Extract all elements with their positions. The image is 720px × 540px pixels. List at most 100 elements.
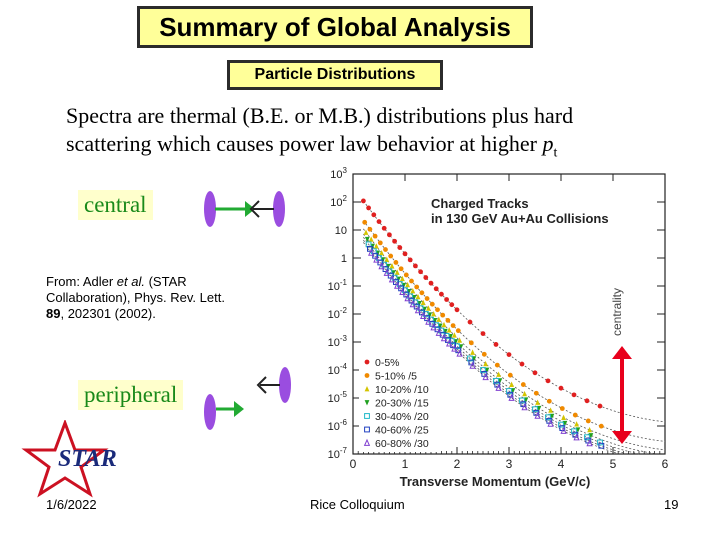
data-point: [571, 428, 577, 435]
description: Spectra are thermal (B.E. or M.B.) distr…: [66, 102, 686, 167]
data-point: [429, 301, 435, 307]
data-point: [446, 339, 453, 347]
data-point: [399, 287, 406, 296]
data-point: [413, 263, 418, 269]
fit-curve-1: [363, 220, 666, 442]
y-tick-label: 10: [335, 225, 347, 237]
data-point: [534, 411, 541, 419]
data-point: [532, 406, 538, 413]
data-point: [367, 226, 373, 232]
x-tick-label: 2: [454, 457, 461, 471]
data-point: [415, 293, 421, 300]
data-point: [522, 390, 527, 397]
ref-etal: et al.: [116, 274, 145, 289]
data-point: [533, 390, 539, 396]
data-point: [383, 268, 390, 276]
data-point: [572, 412, 578, 418]
data-point: [451, 344, 458, 352]
description-line-1: Spectra are thermal (B.E. or M.B.) distr…: [66, 103, 574, 128]
slide-subtitle: Particle Distributions: [227, 60, 443, 90]
centrality-arrow-up-head: [612, 346, 632, 359]
chart-xlabel: Transverse Momentum (GeV/c): [400, 474, 591, 489]
data-point: [400, 275, 405, 282]
data-point: [493, 377, 499, 384]
data-point: [398, 266, 404, 272]
data-point: [449, 302, 455, 308]
data-point: [495, 383, 502, 391]
data-point: [506, 388, 512, 394]
ref-star: (STAR: [144, 274, 187, 289]
data-point: [409, 300, 416, 308]
data-point: [445, 318, 451, 323]
data-point: [372, 233, 378, 239]
data-point: [405, 281, 410, 288]
data-point: [559, 406, 565, 411]
black-arrowhead-icon: [256, 376, 267, 394]
data-point: [587, 426, 592, 433]
data-point: [467, 355, 473, 362]
x-tick-label: 0: [350, 457, 357, 471]
data-point: [430, 323, 437, 331]
y-tick-label: 1: [341, 253, 347, 265]
data-point: [494, 362, 500, 368]
chart-ticks: 0 1 2 3 4 5 610-710-610-510-410-310-210-111010…: [328, 166, 669, 471]
data-point: [521, 403, 528, 411]
data-point: [393, 260, 399, 265]
reference-line-2: Collaboration), Phys. Rev. Lett.: [46, 290, 225, 305]
chart-title: Charged Tracks: [431, 196, 529, 211]
data-point: [535, 399, 540, 405]
centrality-label: centrality: [610, 287, 624, 336]
data-point: [493, 342, 499, 347]
legend-marker: [364, 373, 370, 378]
data-point: [480, 367, 486, 373]
legend-marker: [363, 438, 371, 446]
data-point: [419, 290, 425, 296]
data-point: [532, 370, 538, 376]
data-point: [509, 381, 514, 387]
data-point: [389, 263, 395, 269]
data-point: [368, 236, 374, 242]
data-point: [424, 296, 430, 301]
x-tick-label: 1: [402, 457, 409, 471]
star-logo-text: STAR: [58, 446, 117, 472]
data-point: [519, 361, 525, 367]
data-point: [483, 360, 488, 367]
data-point: [519, 397, 525, 404]
centrality-arrow-down-head: [612, 431, 632, 444]
central-label: central: [78, 190, 153, 220]
data-point: [414, 306, 422, 314]
data-point: [388, 253, 394, 259]
x-tick-label: 3: [506, 457, 513, 471]
data-point: [597, 439, 603, 446]
data-point: [558, 421, 564, 428]
peripheral-collision-icon: [204, 367, 291, 430]
data-point: [362, 219, 368, 225]
data-point: [379, 249, 384, 256]
data-point: [470, 349, 475, 355]
data-point: [455, 328, 461, 334]
data-point: [435, 307, 440, 313]
data-point: [547, 419, 554, 427]
fit-curve-0: [363, 200, 666, 423]
data-point: [558, 385, 564, 391]
data-point: [418, 269, 423, 275]
data-point: [371, 212, 377, 218]
data-point: [414, 284, 420, 290]
data-point: [381, 225, 387, 231]
data-point: [586, 439, 593, 447]
data-point: [378, 262, 385, 270]
data-point: [444, 297, 449, 302]
data-point: [571, 392, 577, 398]
legend-entry: 10-20% /10: [375, 384, 429, 396]
data-point: [403, 272, 409, 278]
data-point: [441, 321, 447, 328]
data-point: [388, 275, 396, 283]
data-point: [361, 198, 366, 204]
data-point: [363, 229, 369, 235]
data-point: [367, 245, 373, 252]
data-point: [420, 299, 426, 306]
legend-entry: 20-30% /15: [375, 398, 429, 410]
data-point: [394, 269, 400, 275]
data-point: [457, 337, 462, 343]
